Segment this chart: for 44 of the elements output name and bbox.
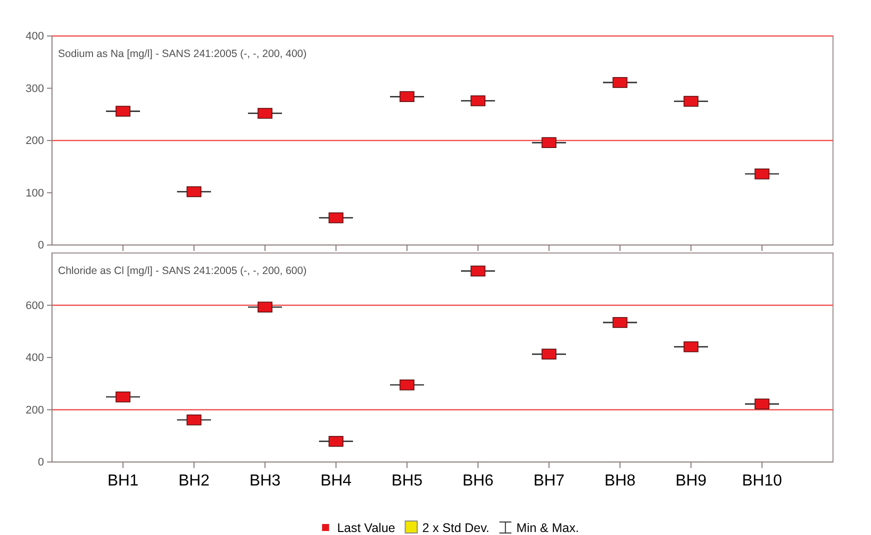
point bbox=[470, 266, 486, 276]
y-tick-label: 100 bbox=[26, 187, 44, 200]
point bbox=[612, 317, 628, 328]
text: Sodium as Na [mg/l] - SANS 241:2005 (-, -, 200, 400) bbox=[58, 48, 307, 60]
point bbox=[400, 380, 414, 390]
point bbox=[684, 96, 698, 107]
point bbox=[542, 348, 556, 360]
text: Chloride as Cl [mg/l] - SANS 241:2005 (-, -, 200, 600) bbox=[58, 265, 307, 277]
legend-label: Min & Max. bbox=[516, 521, 579, 535]
point bbox=[754, 168, 770, 180]
point bbox=[258, 108, 272, 119]
x-tick-label: BH3 bbox=[249, 472, 281, 490]
x-tick-label: BH5 bbox=[391, 472, 423, 490]
x-tick-label: BH4 bbox=[320, 472, 352, 490]
y-tick-label: 300 bbox=[26, 82, 44, 95]
x-tick-label: BH7 bbox=[533, 472, 565, 490]
x-tick-label: BH6 bbox=[462, 472, 494, 490]
legend-label: Last Value bbox=[337, 521, 396, 535]
point bbox=[684, 341, 698, 352]
point bbox=[542, 137, 556, 148]
y-tick-label: 200 bbox=[26, 404, 44, 416]
y-tick-label: 200 bbox=[26, 135, 44, 148]
x-tick-label: BH8 bbox=[604, 472, 636, 490]
point bbox=[186, 186, 202, 198]
point bbox=[612, 77, 628, 88]
x-tick-label: BH2 bbox=[178, 472, 210, 490]
y-tick-label: 400 bbox=[26, 352, 44, 364]
point bbox=[754, 398, 770, 410]
point bbox=[116, 392, 130, 402]
y-tick-label: 0 bbox=[38, 240, 44, 252]
point bbox=[258, 302, 272, 312]
x-tick-label: BH10 bbox=[742, 472, 782, 490]
point bbox=[400, 91, 414, 102]
point bbox=[470, 95, 486, 106]
point bbox=[328, 436, 344, 447]
legend-label: 2 x Std Dev. bbox=[422, 521, 490, 535]
point bbox=[116, 106, 130, 117]
y-tick-label: 600 bbox=[26, 300, 44, 312]
y-tick-label: 0 bbox=[38, 456, 44, 469]
point bbox=[186, 414, 202, 426]
y-tick-label: 400 bbox=[26, 30, 44, 43]
x-tick-label: BH1 bbox=[107, 472, 139, 490]
point bbox=[328, 212, 344, 224]
x-tick-label: BH9 bbox=[675, 472, 707, 490]
